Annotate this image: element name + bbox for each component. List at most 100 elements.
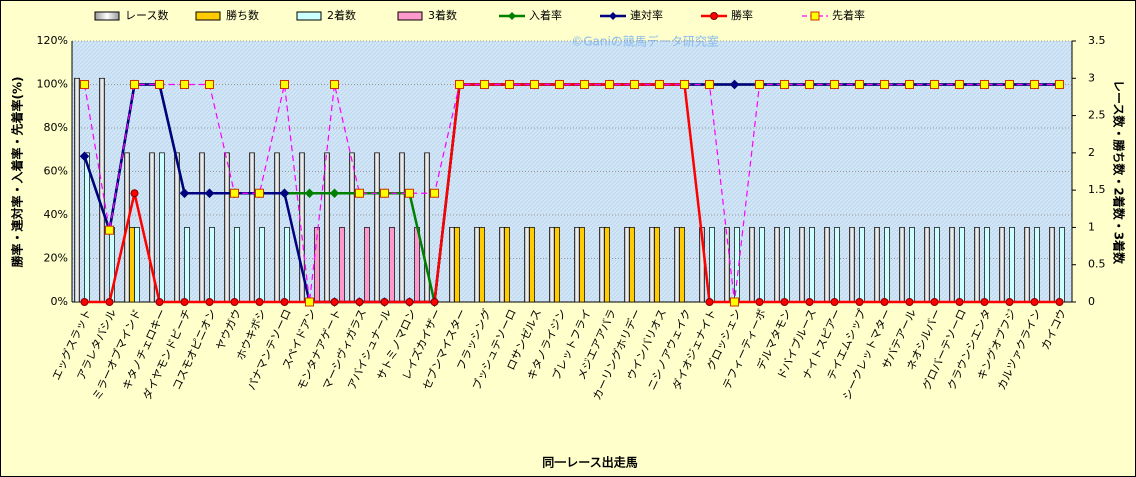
y2-tick-label: 0.5 (1088, 258, 1106, 271)
y2-tick-label: 2 (1088, 146, 1095, 159)
marker (1030, 80, 1039, 89)
bar (959, 227, 965, 303)
marker (280, 298, 289, 306)
bar (799, 227, 805, 303)
y-tick-label: 0% (51, 295, 68, 308)
marker (1055, 298, 1064, 306)
bar (549, 227, 555, 303)
bar (99, 77, 105, 303)
y2-tick-label: 1.5 (1088, 183, 1106, 196)
y2-tick-label: 1 (1088, 220, 1095, 233)
bar (74, 77, 80, 303)
legend-swatch (296, 11, 322, 21)
bar (454, 227, 460, 303)
y2-tick-label: 0 (1088, 295, 1095, 308)
marker (855, 80, 864, 89)
y2-axis-title: レース数・勝ち数・2着数・3着数 (1112, 80, 1127, 265)
bar (399, 152, 405, 303)
legend-marker (710, 12, 718, 20)
legend-label: 勝率 (731, 8, 753, 22)
y-tick-label: 40% (44, 208, 68, 221)
bar (674, 227, 680, 303)
marker (130, 189, 139, 198)
bar (784, 227, 790, 303)
bar (874, 227, 880, 303)
bar (709, 227, 715, 303)
bar (774, 227, 780, 303)
marker (130, 80, 139, 89)
legend-label: 連対率 (630, 8, 663, 22)
marker (580, 80, 589, 89)
bar (1009, 227, 1015, 303)
bar (1024, 227, 1030, 303)
marker (729, 79, 740, 90)
bar (629, 227, 635, 303)
bar (349, 152, 355, 303)
bar (324, 152, 330, 303)
y2-tick-label: 3.5 (1088, 34, 1106, 47)
bar (949, 227, 955, 303)
bar (479, 227, 485, 303)
bar (504, 227, 510, 303)
marker (830, 80, 839, 89)
marker (180, 80, 189, 89)
bar (984, 227, 990, 303)
bar (679, 227, 685, 303)
y-axis-title: 勝率・連対率・入着率・先着率(%) (10, 77, 25, 268)
marker (855, 298, 864, 306)
bar (284, 227, 290, 303)
legend-marker (508, 12, 516, 20)
marker (755, 298, 764, 306)
bar (249, 152, 255, 303)
legend-label: 先着率 (832, 8, 865, 22)
marker (405, 188, 414, 198)
bar (624, 227, 630, 303)
bar (859, 227, 865, 303)
bar (1049, 227, 1055, 303)
bar (199, 152, 205, 303)
marker (330, 80, 339, 89)
y2-tick-label: 3 (1088, 71, 1095, 84)
bar (834, 227, 840, 303)
marker (480, 80, 489, 89)
legend-label: 入着率 (529, 8, 562, 22)
marker (155, 80, 164, 89)
bar (339, 227, 345, 303)
marker (880, 298, 889, 306)
legend-label: レース数 (125, 9, 168, 22)
marker (805, 298, 814, 306)
marker (705, 298, 714, 306)
y-tick-label: 120% (37, 34, 68, 47)
marker (780, 80, 789, 89)
marker (80, 298, 89, 306)
marker (780, 298, 789, 306)
bar (579, 227, 585, 303)
bar (999, 227, 1005, 303)
bar (849, 227, 855, 303)
bar (599, 227, 605, 303)
legend-swatch (397, 11, 423, 21)
bar (1034, 227, 1040, 303)
marker (955, 80, 964, 89)
bar (759, 227, 765, 303)
marker (1005, 80, 1014, 89)
marker (205, 80, 214, 89)
marker (505, 80, 514, 89)
bar (389, 227, 395, 303)
bar (224, 152, 230, 303)
marker (105, 298, 114, 306)
y-tick-label: 80% (44, 121, 68, 134)
bar (884, 227, 890, 303)
bar (899, 227, 905, 303)
marker (230, 188, 239, 198)
marker (430, 298, 439, 306)
marker (105, 225, 114, 235)
marker (930, 298, 939, 306)
marker (230, 298, 239, 306)
legend-swatch (94, 11, 120, 21)
y-tick-label: 20% (44, 252, 68, 265)
marker (680, 80, 689, 89)
marker (155, 298, 164, 306)
legend-marker (810, 11, 820, 21)
